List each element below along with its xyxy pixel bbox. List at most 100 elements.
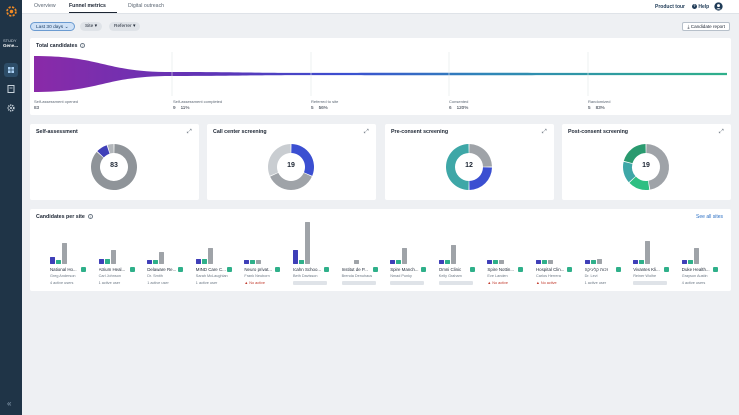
donut-chart bbox=[623, 144, 669, 190]
sidebar-item-settings[interactable] bbox=[4, 101, 18, 115]
donut-card-title: Call center screening bbox=[213, 129, 267, 135]
info-icon[interactable]: i bbox=[80, 43, 86, 49]
donut-segment[interactable] bbox=[107, 144, 114, 154]
document-icon bbox=[7, 85, 15, 93]
sidebar-item-dashboard[interactable] bbox=[4, 63, 18, 77]
download-icon: ⤓ bbox=[687, 24, 691, 29]
collapse-sidebar-button[interactable]: « bbox=[7, 399, 12, 408]
site-bar[interactable] bbox=[590, 260, 596, 264]
see-all-sites-link[interactable]: See all sites bbox=[696, 214, 723, 220]
site-bar[interactable] bbox=[207, 247, 213, 264]
user-avatar-icon[interactable] bbox=[714, 2, 723, 11]
referrer-filter[interactable]: Referrer ▾ bbox=[109, 22, 141, 31]
site-bar[interactable] bbox=[50, 257, 55, 264]
site-bar[interactable] bbox=[450, 245, 456, 264]
site-bar[interactable] bbox=[633, 260, 639, 264]
site-bar[interactable] bbox=[201, 259, 207, 264]
date-range-label: Last 30 days bbox=[36, 25, 64, 30]
warning-icon: ▲ bbox=[536, 281, 541, 285]
site-bar[interactable] bbox=[62, 243, 67, 264]
site-bar[interactable] bbox=[645, 240, 651, 264]
help-button[interactable]: ? Help bbox=[692, 4, 709, 10]
site-bar[interactable] bbox=[305, 222, 310, 264]
expand-icon[interactable]: ⤢ bbox=[364, 129, 369, 135]
funnel-stage-count: 5 bbox=[311, 105, 314, 110]
donut-card-title: Self-assessment bbox=[36, 129, 78, 135]
site-bar[interactable] bbox=[542, 260, 547, 264]
site-bar[interactable] bbox=[104, 259, 110, 264]
site-bar[interactable] bbox=[536, 260, 541, 264]
expand-icon[interactable]: ⤢ bbox=[187, 129, 192, 135]
site-bar[interactable] bbox=[159, 252, 165, 264]
site-bar[interactable] bbox=[244, 260, 250, 264]
site-bar[interactable] bbox=[444, 260, 450, 264]
donut-segment[interactable] bbox=[97, 145, 110, 158]
status-badge bbox=[421, 267, 427, 272]
site-bar[interactable] bbox=[98, 259, 104, 264]
site-bar[interactable] bbox=[584, 260, 590, 264]
no-active-warning: ▲ No active bbox=[244, 281, 265, 285]
site-bar[interactable] bbox=[153, 260, 159, 264]
funnel-stage-percent: 120% bbox=[456, 105, 469, 110]
site-bar[interactable] bbox=[299, 260, 304, 264]
donut-segment[interactable] bbox=[270, 172, 312, 190]
donut-segment[interactable] bbox=[291, 144, 314, 176]
donut-segment[interactable] bbox=[623, 144, 646, 164]
site-bar[interactable] bbox=[438, 260, 444, 264]
donut-segment[interactable] bbox=[646, 144, 669, 190]
candidate-report-button[interactable]: ⤓ Candidate report bbox=[682, 22, 730, 31]
site-name: Icahn Schoo... bbox=[293, 267, 322, 272]
date-range-filter[interactable]: Last 30 days ⌄ bbox=[30, 22, 75, 31]
site-bar[interactable] bbox=[402, 247, 408, 264]
donut-segment[interactable] bbox=[469, 144, 492, 167]
site-bar[interactable] bbox=[687, 260, 693, 264]
site-bar[interactable] bbox=[110, 250, 116, 264]
site-bar[interactable] bbox=[250, 260, 256, 264]
site-bar[interactable] bbox=[353, 260, 359, 264]
site-bar[interactable] bbox=[390, 260, 396, 264]
study-label: STUDY bbox=[3, 38, 17, 43]
donut-segment[interactable] bbox=[446, 144, 469, 190]
status-badge bbox=[275, 267, 281, 272]
funnel-stage-label: Self-assessment completed bbox=[173, 99, 223, 104]
site-active-label: 4 active users bbox=[50, 281, 74, 285]
site-bar[interactable] bbox=[493, 260, 499, 264]
sidebar-item-documents[interactable] bbox=[4, 82, 18, 96]
status-badge bbox=[226, 267, 232, 272]
site-bar[interactable] bbox=[147, 260, 153, 264]
active-users-count: 1 active user bbox=[147, 281, 169, 285]
chevron-down-icon: ▾ bbox=[94, 24, 98, 29]
site-bar[interactable] bbox=[681, 260, 687, 264]
site-bar[interactable] bbox=[693, 247, 699, 264]
tab-funnel-metrics[interactable]: Funnel metrics bbox=[69, 3, 106, 9]
donut-segment[interactable] bbox=[629, 176, 650, 190]
active-users-count: 1 active user bbox=[585, 281, 607, 285]
candidates-per-site-title: Candidates per site i bbox=[36, 214, 93, 220]
funnel-stage-label: Referred to site bbox=[311, 99, 339, 104]
expand-icon[interactable]: ⤢ bbox=[719, 129, 724, 135]
site-bar[interactable] bbox=[639, 260, 645, 264]
site-contact: Sarah McLaughlan bbox=[195, 274, 228, 278]
product-tour-link[interactable]: Product tour bbox=[655, 4, 685, 10]
donut-segment[interactable] bbox=[268, 144, 291, 176]
info-icon[interactable]: i bbox=[87, 214, 93, 220]
site-bar[interactable] bbox=[499, 260, 505, 264]
tab-overview[interactable]: Overview bbox=[34, 3, 56, 9]
site-bar[interactable] bbox=[487, 260, 493, 264]
site-bar[interactable] bbox=[195, 259, 201, 264]
donut-chart bbox=[446, 144, 492, 190]
donut-segment[interactable] bbox=[469, 167, 492, 190]
site-filter[interactable]: Site ▾ bbox=[80, 22, 103, 31]
site-bar[interactable] bbox=[293, 250, 298, 264]
site-bar[interactable] bbox=[256, 260, 262, 264]
site-bar[interactable] bbox=[56, 260, 61, 264]
expand-icon[interactable]: ⤢ bbox=[542, 129, 547, 135]
site-bar[interactable] bbox=[596, 259, 602, 264]
donut-segment[interactable] bbox=[91, 144, 137, 190]
site-bar[interactable] bbox=[396, 260, 402, 264]
study-selector[interactable]: STUDY Gene... bbox=[3, 38, 18, 48]
donut-segment[interactable] bbox=[623, 161, 636, 183]
site-bar[interactable] bbox=[548, 260, 553, 264]
tab-digital-outreach[interactable]: Digital outreach bbox=[128, 3, 165, 9]
status-badge bbox=[664, 267, 670, 272]
